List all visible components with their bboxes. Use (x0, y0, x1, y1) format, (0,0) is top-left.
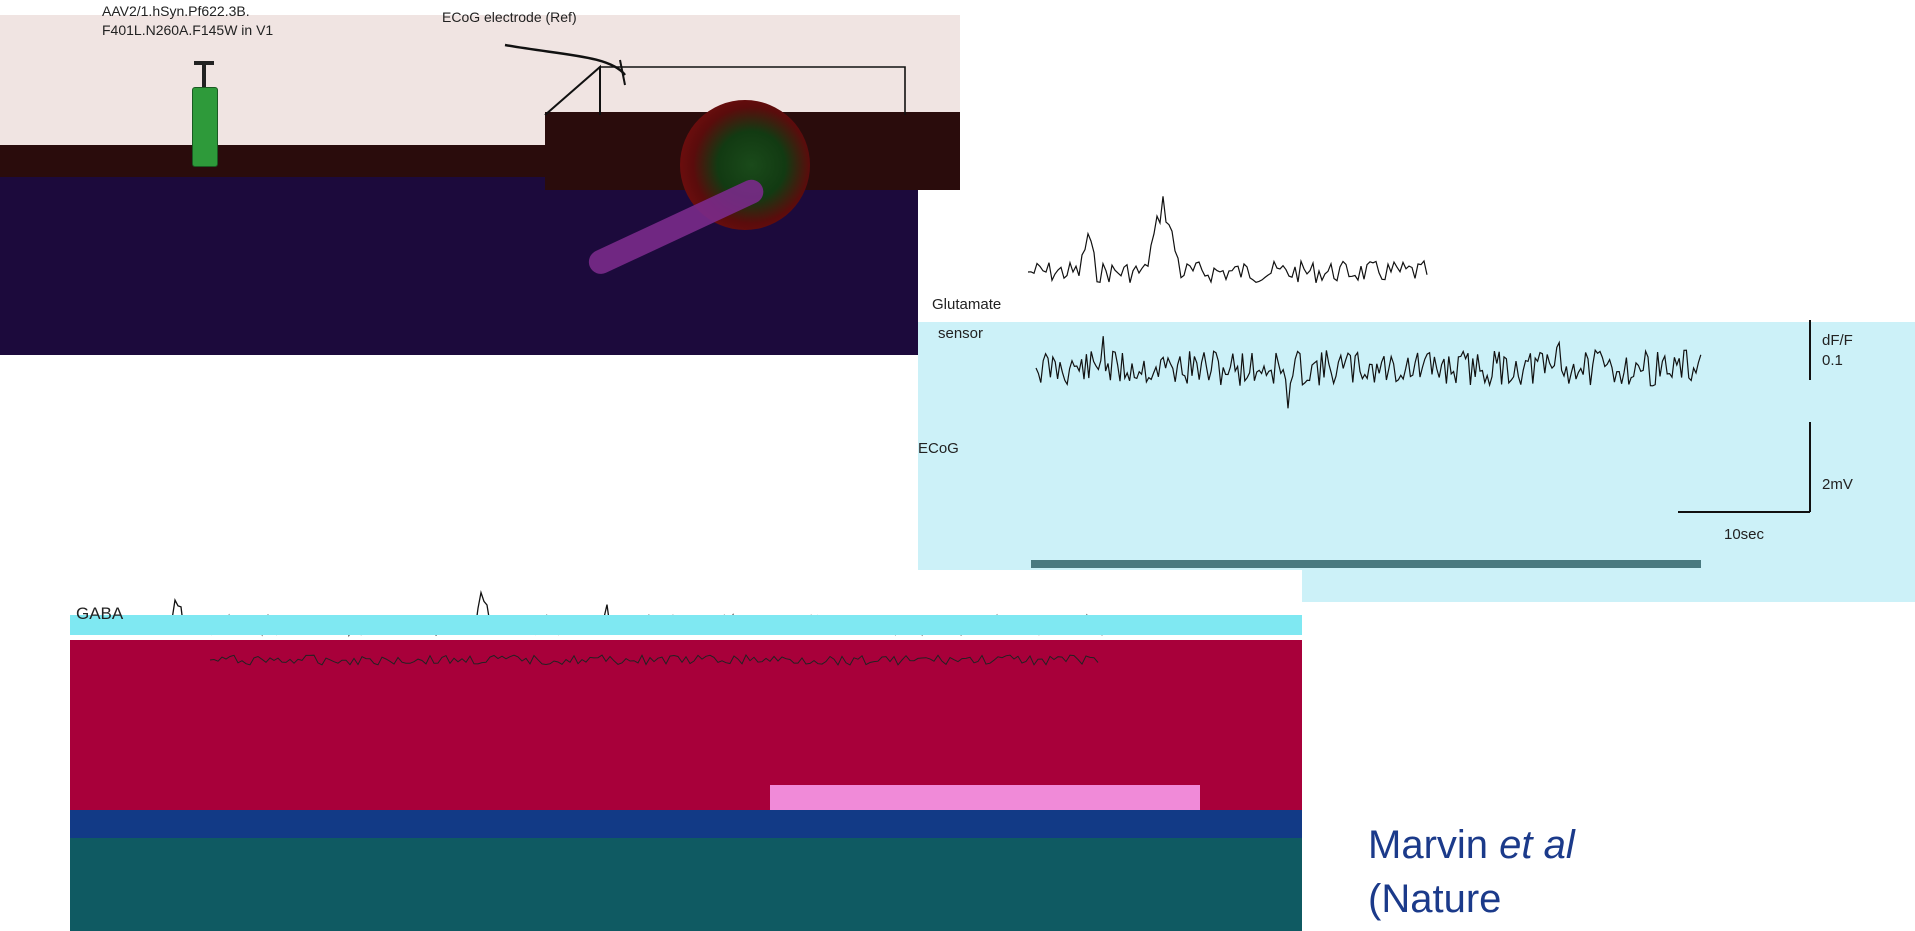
gaba-traces (70, 589, 1302, 666)
glutamate-traces (1027, 196, 1811, 568)
virus-label-line2: F401L.N260A.F145W in V1 (102, 22, 274, 38)
brain-region (0, 177, 960, 355)
glutamate-label: Glutamate (932, 296, 1002, 313)
teal-band (70, 838, 1302, 931)
gaba-secondary-trace (209, 653, 1099, 666)
glutamate-sensor-trace (1027, 196, 1428, 284)
citation-journal: (Nature (1368, 877, 1502, 921)
dff-value-label: 0.1 (1822, 352, 1843, 369)
citation-author: Marvin (1368, 823, 1500, 867)
stimulus-bar (1031, 560, 1701, 568)
gaba-panel: GABA (70, 570, 1302, 931)
panel-background (918, 322, 1915, 602)
glutamate-panel: Glutamate sensor dF/F 0.1 ECoG 2mV 10sec (918, 190, 1915, 602)
ecog-label: ECoG (918, 440, 959, 457)
pink-band (770, 785, 1200, 810)
time-scale-label: 10sec (1724, 526, 1765, 543)
crimson-band (70, 640, 1302, 810)
voltage-scale-label: 2mV (1822, 476, 1853, 493)
dff-unit-label: dF/F (1822, 332, 1853, 349)
ecog-trace (1035, 336, 1702, 409)
navy-band (70, 810, 1302, 838)
schematic-panel: AAV2/1.hSyn.Pf622.3B. F401L.N260A.F145W … (0, 3, 960, 355)
virus-label-line1: AAV2/1.hSyn.Pf622.3B. (102, 3, 250, 19)
citation: Marvin et al (Nature (1368, 818, 1908, 926)
syringe-plunger (202, 63, 206, 89)
sensor-label: sensor (938, 325, 984, 342)
cyan-strip (70, 615, 1302, 635)
ecog-electrode-label: ECoG electrode (Ref) (442, 9, 577, 25)
syringe-icon (192, 87, 218, 167)
electrode-wires (504, 43, 906, 116)
citation-etal: et al (1499, 823, 1575, 867)
citation-author-line: Marvin et al (1368, 818, 1908, 872)
gaba-label: GABA (76, 604, 124, 623)
